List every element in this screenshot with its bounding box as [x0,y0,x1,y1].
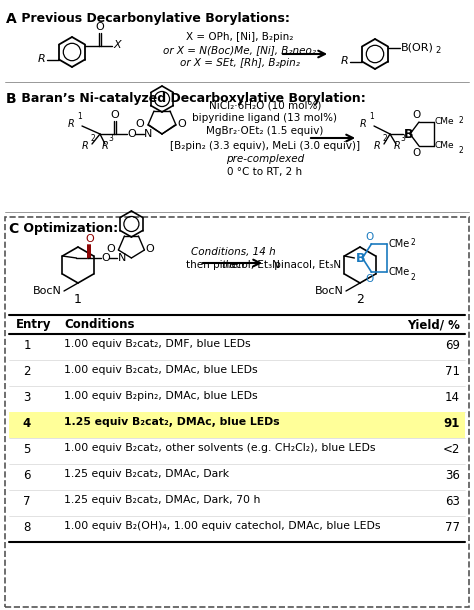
Text: 1.25 equiv B₂cat₂, DMAc, Dark, 70 h: 1.25 equiv B₂cat₂, DMAc, Dark, 70 h [64,495,260,505]
Text: 2: 2 [410,273,415,282]
Text: or X = SEt, [Rh], B₂pin₂: or X = SEt, [Rh], B₂pin₂ [180,58,300,68]
Text: 77: 77 [445,521,460,534]
Text: 2: 2 [459,116,464,125]
Text: R: R [340,57,348,66]
Text: O: O [413,110,421,120]
Text: 2: 2 [23,365,31,378]
Text: O: O [365,274,374,284]
Text: 1.00 equiv B₂cat₂, other solvents (e.g. CH₂Cl₂), blue LEDs: 1.00 equiv B₂cat₂, other solvents (e.g. … [64,443,375,453]
Text: 91: 91 [444,417,460,430]
Text: 1.25 equiv B₂cat₂, DMAc, blue LEDs: 1.25 equiv B₂cat₂, DMAc, blue LEDs [64,417,280,427]
Text: 71: 71 [445,365,460,378]
Text: Baran’s Ni-catalyzed Decarboxylative Borylation:: Baran’s Ni-catalyzed Decarboxylative Bor… [17,92,366,105]
Text: B: B [356,251,365,265]
Text: 63: 63 [445,495,460,508]
Text: 5: 5 [23,443,31,456]
Text: Conditions: Conditions [64,318,135,331]
Text: 1: 1 [23,339,31,352]
Text: B(OR): B(OR) [401,43,434,52]
Text: N: N [118,253,126,263]
Text: N: N [144,129,152,139]
Text: 1: 1 [369,112,374,121]
Text: then: then [221,260,245,270]
Text: 1.00 equiv B₂cat₂, DMF, blue LEDs: 1.00 equiv B₂cat₂, DMF, blue LEDs [64,339,251,349]
Text: bipyridine ligand (13 mol%): bipyridine ligand (13 mol%) [192,113,337,123]
Text: R: R [359,119,366,129]
Text: 6: 6 [23,469,31,482]
Text: O: O [96,21,104,32]
Text: O: O [107,244,115,254]
Text: 3: 3 [108,134,113,143]
Text: R: R [81,141,88,151]
Text: R: R [102,141,109,151]
Text: B: B [6,92,17,106]
Text: 7: 7 [23,495,31,508]
Text: X = OPh, [Ni], B₂pin₂: X = OPh, [Ni], B₂pin₂ [186,32,294,42]
Text: 36: 36 [445,469,460,482]
Text: O: O [101,253,110,263]
Text: or X = N(Boc)Me, [Ni], B₂neo₂: or X = N(Boc)Me, [Ni], B₂neo₂ [164,45,317,55]
Text: R: R [394,141,401,151]
Text: 69: 69 [445,339,460,352]
Text: NiCl₂·6H₂O (10 mol%): NiCl₂·6H₂O (10 mol%) [209,100,321,110]
Text: 2: 2 [410,238,415,247]
Text: BocN: BocN [33,286,62,296]
Text: O: O [146,244,154,254]
Text: O: O [85,234,94,244]
Text: 1: 1 [74,293,82,306]
Text: pinacol, Et₃N: pinacol, Et₃N [271,260,341,270]
Text: <2: <2 [443,443,460,456]
Text: CMe: CMe [388,267,410,277]
Text: 2: 2 [383,134,388,143]
Text: 1.00 equiv B₂cat₂, DMAc, blue LEDs: 1.00 equiv B₂cat₂, DMAc, blue LEDs [64,365,258,375]
Text: O: O [110,110,119,120]
Text: 4: 4 [23,417,31,430]
Text: BocN: BocN [315,286,344,296]
Text: X: X [113,40,120,51]
Text: O: O [127,129,136,139]
Text: Optimization:: Optimization: [19,222,118,235]
Text: R: R [373,141,380,151]
Text: R: R [37,54,45,65]
Text: 1: 1 [77,112,82,121]
Text: Conditions, 14 h: Conditions, 14 h [191,247,275,257]
Text: 0 °C to RT, 2 h: 0 °C to RT, 2 h [228,167,302,177]
Text: 3: 3 [23,391,31,404]
Text: O: O [177,119,186,129]
Text: O: O [413,148,421,158]
Text: Previous Decarbonylative Borylations:: Previous Decarbonylative Borylations: [17,12,290,25]
Text: 3: 3 [400,134,405,143]
Text: 2: 2 [459,146,464,155]
Text: 2: 2 [356,293,364,306]
Text: 1.00 equiv B₂(OH)₄, 1.00 equiv catechol, DMAc, blue LEDs: 1.00 equiv B₂(OH)₄, 1.00 equiv catechol,… [64,521,381,531]
Text: B: B [404,127,413,140]
Bar [9,412,465,438]
Text: then pinacol, Et₃N: then pinacol, Et₃N [186,260,280,270]
Text: 2: 2 [435,46,440,55]
Text: 1.00 equiv B₂pin₂, DMAc, blue LEDs: 1.00 equiv B₂pin₂, DMAc, blue LEDs [64,391,258,401]
Text: CMe: CMe [435,142,455,151]
Text: pre-complexed: pre-complexed [226,154,304,164]
Text: Yield/ %: Yield/ % [407,318,460,331]
Text: C: C [8,222,18,236]
Text: 2: 2 [91,134,96,143]
Bar [5,217,469,607]
Text: Entry: Entry [16,318,52,331]
Text: CMe: CMe [435,118,455,126]
Text: CMe: CMe [388,239,410,249]
Text: MgBr₂·OEt₂ (1.5 equiv): MgBr₂·OEt₂ (1.5 equiv) [206,126,324,136]
Text: A: A [6,12,17,26]
Text: [B₂pin₂ (3.3 equiv), MeLi (3.0 equiv)]: [B₂pin₂ (3.3 equiv), MeLi (3.0 equiv)] [170,141,360,151]
Text: O: O [135,119,144,129]
Text: 1.25 equiv B₂cat₂, DMAc, Dark: 1.25 equiv B₂cat₂, DMAc, Dark [64,469,229,479]
Text: R: R [67,119,74,129]
Text: 14: 14 [445,391,460,404]
Text: O: O [365,232,374,242]
Text: 8: 8 [23,521,31,534]
